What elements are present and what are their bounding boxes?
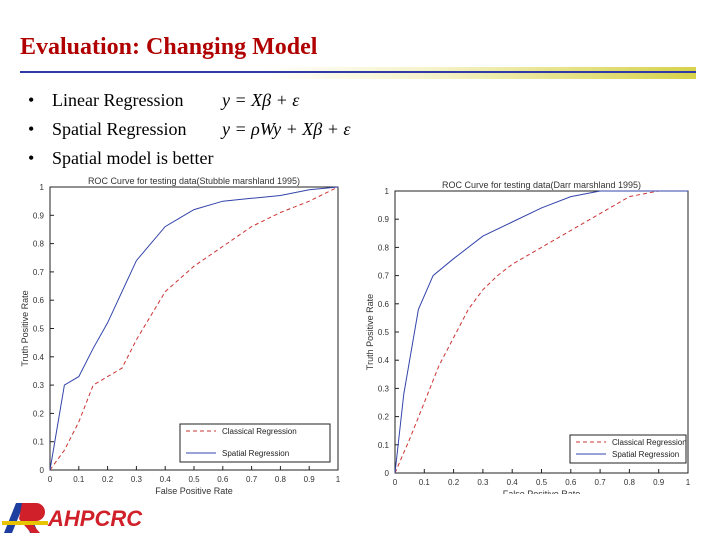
- x-tick-label: 0.4: [160, 475, 172, 484]
- y-tick-label: 1: [40, 183, 45, 192]
- bullet-text: Linear Regression: [52, 90, 184, 110]
- legend-label: Spatial Regression: [612, 450, 679, 459]
- x-tick-label: 0.3: [131, 475, 143, 484]
- chart-title: ROC Curve for testing data(Darr marshlan…: [442, 180, 641, 190]
- x-tick-label: 0.1: [419, 478, 431, 487]
- y-tick-label: 1: [385, 187, 390, 196]
- x-tick-label: 0.6: [565, 478, 577, 487]
- y-axis-label: Truth Positive Rate: [365, 294, 375, 370]
- y-tick-label: 0.5: [378, 328, 390, 337]
- roc-chart-left: ROC Curve for testing data(Stubble marsh…: [20, 176, 340, 496]
- bullet-text: Spatial Regression: [52, 119, 187, 139]
- x-tick-label: 0.8: [624, 478, 636, 487]
- slide-title: Evaluation: Changing Model: [20, 34, 318, 60]
- plot-frame: [394, 190, 689, 474]
- x-axis-label: False Positive Rate: [155, 486, 233, 496]
- y-tick-label: 0.5: [33, 325, 45, 334]
- ahpcrc-logo: AHPCRC: [2, 499, 158, 537]
- y-tick-label: 0.2: [33, 409, 45, 418]
- x-tick-label: 0.2: [102, 475, 114, 484]
- x-tick-label: 0.9: [653, 478, 665, 487]
- spatial-regression-line: [394, 190, 688, 474]
- y-tick-label: 0.4: [378, 356, 390, 365]
- x-tick-label: 0.3: [477, 478, 489, 487]
- y-tick-label: 0.2: [378, 413, 390, 422]
- bullet-dot: •: [28, 119, 35, 139]
- bullet-text: Spatial model is better: [52, 148, 214, 168]
- x-tick-label: 0.7: [246, 475, 258, 484]
- legend-box: [179, 423, 331, 463]
- x-tick-label: 0.4: [507, 478, 519, 487]
- spatial-equation: y = ρWy + Xβ + ε: [222, 119, 351, 139]
- x-tick-label: 0.5: [188, 475, 200, 484]
- title-rule-band: [260, 67, 696, 79]
- title-rule-line: [20, 71, 696, 73]
- y-tick-label: 0.1: [378, 441, 390, 450]
- y-tick-label: 0.7: [33, 268, 45, 277]
- x-tick-label: 1: [686, 478, 691, 487]
- y-tick-label: 0.9: [33, 211, 45, 220]
- chart-title: ROC Curve for testing data(Stubble marsh…: [88, 176, 300, 186]
- legend-label: Classical Regression: [612, 438, 687, 447]
- plot-frame: [49, 186, 339, 471]
- y-tick-label: 0.9: [378, 215, 390, 224]
- spatial-regression-line: [49, 186, 339, 471]
- x-tick-label: 0.2: [448, 478, 460, 487]
- y-tick-label: 0: [40, 466, 45, 475]
- x-tick-label: 0: [393, 478, 398, 487]
- x-tick-label: 0: [48, 475, 53, 484]
- y-tick-label: 0.3: [33, 381, 45, 390]
- y-tick-label: 0.3: [378, 384, 390, 393]
- classical-regression-line: [49, 186, 339, 471]
- classical-regression-line: [394, 190, 688, 474]
- title-rule: [20, 67, 696, 79]
- legend-box: [569, 434, 687, 464]
- legend-label: Spatial Regression: [222, 449, 289, 458]
- x-tick-label: 0.5: [536, 478, 548, 487]
- x-tick-label: 0.8: [275, 475, 287, 484]
- y-tick-label: 0.1: [33, 438, 45, 447]
- y-tick-label: 0.7: [378, 272, 390, 281]
- y-tick-label: 0.8: [33, 240, 45, 249]
- roc-chart-right: ROC Curve for testing data(Darr marshlan…: [365, 180, 691, 494]
- x-tick-label: 0.6: [217, 475, 229, 484]
- y-tick-label: 0.6: [378, 300, 390, 309]
- y-tick-label: 0: [385, 469, 390, 478]
- x-tick-label: 1: [336, 475, 340, 484]
- bullet-dot: •: [28, 90, 35, 110]
- bullet-dot: •: [28, 148, 35, 168]
- x-axis-label: False Positive Rate: [503, 489, 581, 494]
- legend-label: Classical Regression: [222, 427, 297, 436]
- linear-equation: y = Xβ + ε: [222, 90, 300, 110]
- x-tick-label: 0.9: [304, 475, 316, 484]
- y-tick-label: 0.8: [378, 243, 390, 252]
- logo-text: AHPCRC: [47, 506, 143, 531]
- y-tick-label: 0.6: [33, 296, 45, 305]
- x-tick-label: 0.7: [595, 478, 607, 487]
- y-axis-label: Truth Positive Rate: [20, 290, 30, 366]
- x-tick-label: 0.1: [73, 475, 85, 484]
- y-tick-label: 0.4: [33, 353, 45, 362]
